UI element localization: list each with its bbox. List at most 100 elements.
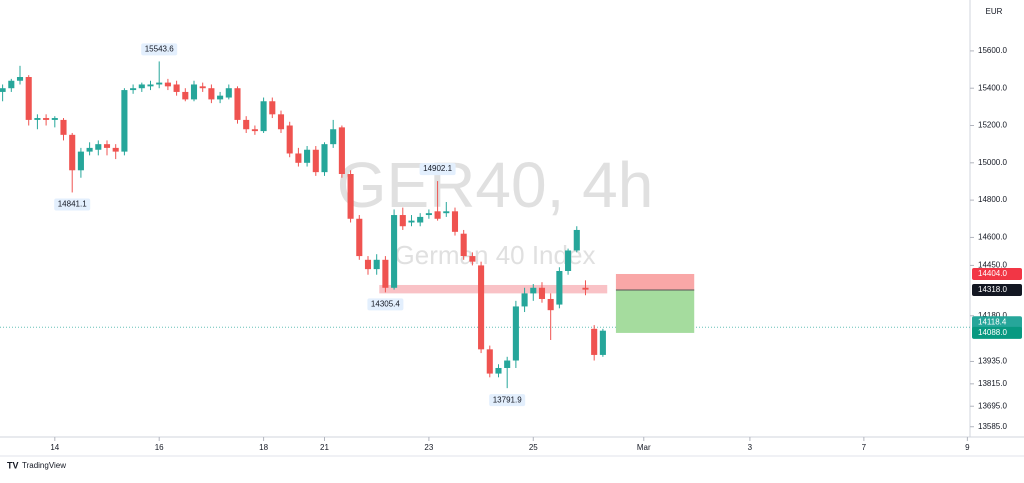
candle-body — [330, 129, 336, 144]
candle-body — [234, 88, 240, 120]
candle-body — [165, 83, 171, 87]
candle-body — [0, 88, 6, 92]
candle-body — [408, 221, 414, 223]
candle-body — [400, 215, 406, 226]
candle-body — [278, 114, 284, 129]
currency-label: EUR — [986, 7, 1003, 16]
price-tag-label: 14404.0 — [978, 269, 1007, 278]
candle-body — [443, 211, 449, 213]
x-tick-label: 9 — [965, 443, 970, 452]
candle-body — [574, 230, 580, 251]
y-tick-label: 15200.0 — [978, 121, 1007, 130]
extreme-label: 14902.1 — [423, 164, 452, 173]
x-tick-label: 16 — [155, 443, 164, 452]
stop-area — [616, 274, 694, 290]
x-tick-label: 14 — [50, 443, 59, 452]
extreme-label: 14841.1 — [58, 200, 87, 209]
candle-body — [487, 349, 493, 373]
x-tick-label: 18 — [259, 443, 268, 452]
extreme-label: 14305.4 — [371, 299, 400, 308]
candle-body — [147, 84, 153, 86]
candle-body — [156, 83, 162, 85]
candle-body — [461, 234, 467, 256]
candle-body — [104, 144, 110, 148]
candle-body — [495, 368, 501, 374]
candle-body — [139, 84, 145, 88]
candle-body — [374, 260, 380, 269]
x-tick-label: 23 — [424, 443, 433, 452]
candle-body — [52, 118, 58, 120]
candle-body — [8, 81, 14, 88]
candle-body — [539, 288, 545, 299]
y-tick-label: 14600.0 — [978, 233, 1007, 242]
candle-body — [69, 135, 75, 170]
price-tag-label: 14318.0 — [978, 285, 1007, 294]
candle-body — [356, 219, 362, 256]
x-tick-label: 21 — [320, 443, 329, 452]
y-tick-label: 15400.0 — [978, 83, 1007, 92]
candle-body — [417, 217, 423, 223]
candle-body — [182, 92, 188, 99]
candle-body — [582, 288, 588, 290]
candle-body — [522, 293, 528, 306]
candle-body — [478, 265, 484, 349]
candle-body — [191, 84, 197, 99]
brand-logo: TV — [7, 460, 19, 470]
candle-body — [426, 213, 432, 215]
y-tick-label: 13695.0 — [978, 401, 1007, 410]
candle-body — [252, 129, 258, 131]
candle-body — [121, 90, 127, 152]
x-tick-label: 3 — [748, 443, 753, 452]
candle-body — [600, 331, 606, 355]
extreme-label: 13791.9 — [493, 395, 522, 404]
candle-body — [113, 148, 119, 152]
candle-body — [548, 299, 554, 310]
candle-body — [513, 306, 519, 360]
candle-body — [348, 174, 354, 219]
target-area — [616, 290, 694, 333]
y-tick-label: 13935.0 — [978, 357, 1007, 366]
x-tick-label: 25 — [529, 443, 538, 452]
candle-body — [304, 150, 310, 163]
candle-body — [469, 256, 475, 262]
candle-body — [87, 148, 93, 152]
brand-name: TradingView — [22, 461, 66, 470]
supply-zone — [379, 285, 607, 293]
candle-body — [452, 211, 458, 232]
candle-body — [339, 127, 345, 174]
candle-body — [217, 96, 223, 100]
candle-body — [243, 120, 249, 129]
candle-body — [95, 144, 101, 150]
candle-body — [200, 86, 206, 88]
candle-body — [435, 211, 441, 218]
candle-body — [287, 126, 293, 154]
candle-body — [261, 101, 267, 131]
watermark-title: GER40, 4h — [337, 149, 654, 221]
candle-body — [208, 88, 214, 99]
candle-body — [26, 77, 32, 120]
candle-body — [504, 361, 510, 368]
candle-body — [313, 150, 319, 172]
candle-body — [269, 101, 275, 114]
y-tick-label: 15600.0 — [978, 46, 1007, 55]
candle-body — [321, 144, 327, 172]
chart: GER40, 4h German 40 Index EUR TV Trading… — [0, 0, 1024, 478]
candle-body — [43, 118, 49, 120]
x-tick-label: Mar — [637, 443, 651, 452]
candle-body — [174, 84, 180, 91]
candle-body — [130, 88, 136, 90]
extreme-label: 15543.6 — [145, 45, 174, 54]
candle-body — [34, 118, 40, 120]
candle-body — [295, 153, 301, 162]
candle-body — [530, 288, 536, 294]
price-tag-label: 14118.4 — [978, 317, 1007, 326]
y-tick-label: 15000.0 — [978, 158, 1007, 167]
price-tag-label: 14088.0 — [978, 328, 1007, 337]
y-tick-label: 13815.0 — [978, 379, 1007, 388]
candle-body — [60, 120, 66, 135]
y-tick-label: 14800.0 — [978, 195, 1007, 204]
y-tick-label: 13585.0 — [978, 422, 1007, 431]
candle-body — [565, 250, 571, 271]
candle-body — [78, 152, 84, 171]
x-tick-label: 7 — [862, 443, 867, 452]
